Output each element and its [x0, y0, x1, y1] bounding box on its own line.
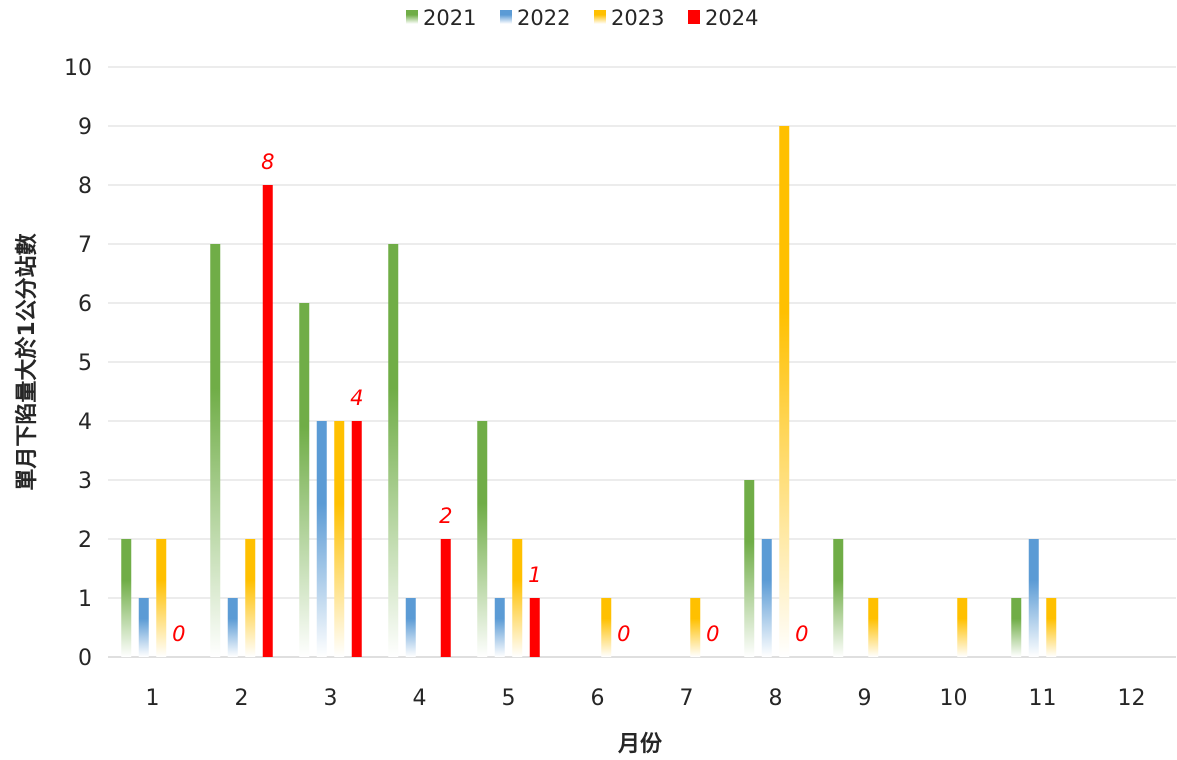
- bar-2022-1: [138, 598, 149, 657]
- x-tick-label: 5: [502, 686, 516, 711]
- y-tick-label: 8: [78, 174, 92, 199]
- gridlines: [108, 66, 1176, 658]
- y-tick-label: 7: [78, 233, 92, 258]
- bar-2022-4: [405, 598, 416, 657]
- bar-2021-4: [388, 244, 399, 657]
- legend-swatch-2021: [406, 10, 418, 24]
- data-label-2024-7: 0: [706, 622, 719, 646]
- bar-2023-6: [601, 598, 612, 657]
- legend-label-2023: 2023: [611, 6, 664, 30]
- y-tick-labels: 0 1 2 3 4 5 6 7 8 9 10: [64, 56, 92, 671]
- legend-swatch-2023: [594, 10, 606, 24]
- data-label-2024-1: 0: [172, 622, 185, 646]
- bar-2023-8: [779, 126, 790, 657]
- data-label-2024-4: 2: [439, 504, 452, 528]
- bar-2023-3: [334, 421, 345, 657]
- y-tick-label: 2: [78, 528, 92, 553]
- legend: 2021 2022 2023 2024: [406, 6, 758, 30]
- legend-label-2024: 2024: [705, 6, 758, 30]
- data-label-2024-6: 0: [617, 622, 630, 646]
- bar-2022-2: [227, 598, 238, 657]
- bar-2023-1: [156, 539, 167, 657]
- x-tick-label: 1: [146, 686, 160, 711]
- bar-2021-11: [1011, 598, 1022, 657]
- y-tick-label: 1: [78, 587, 92, 612]
- x-tick-label: 9: [858, 686, 872, 711]
- y-tick-label: 6: [78, 292, 92, 317]
- legend-label-2021: 2021: [423, 6, 476, 30]
- x-tick-label: 12: [1118, 686, 1146, 711]
- bar-2024-5: [529, 598, 540, 657]
- bar-2023-10: [957, 598, 968, 657]
- bar-2023-9: [868, 598, 879, 657]
- y-tick-label: 5: [78, 351, 92, 376]
- legend-swatch-2022: [500, 10, 512, 24]
- y-tick-label: 10: [64, 56, 92, 81]
- data-label-2024-3: 4: [350, 386, 363, 410]
- x-tick-label: 6: [591, 686, 605, 711]
- legend-label-2022: 2022: [517, 6, 570, 30]
- bar-2021-8: [744, 480, 755, 657]
- bar-2021-3: [299, 303, 310, 657]
- y-tick-label: 0: [78, 646, 92, 671]
- data-label-2024-5: 1: [528, 563, 541, 587]
- x-tick-label: 11: [1029, 686, 1057, 711]
- y-tick-label: 4: [78, 410, 92, 435]
- x-tick-label: 7: [680, 686, 694, 711]
- bar-2023-11: [1046, 598, 1057, 657]
- legend-swatch-2024: [688, 10, 700, 24]
- bar-2022-3: [316, 421, 327, 657]
- bar-2023-5: [512, 539, 523, 657]
- data-labels: 0 8 4 2 1 0 0 0: [172, 150, 808, 646]
- y-tick-label: 9: [78, 115, 92, 140]
- bar-2021-2: [210, 244, 221, 657]
- x-tick-label: 4: [413, 686, 427, 711]
- bars: [121, 126, 1057, 657]
- bar-2024-2: [262, 185, 273, 657]
- y-axis-title: 單月下陷量大於1公分站數: [14, 233, 40, 490]
- x-tick-label: 2: [235, 686, 249, 711]
- bar-2024-3: [351, 421, 362, 657]
- x-tick-label: 3: [324, 686, 338, 711]
- bar-2021-9: [833, 539, 844, 657]
- x-tick-label: 8: [769, 686, 783, 711]
- data-label-2024-8: 0: [795, 622, 808, 646]
- bar-2023-7: [690, 598, 701, 657]
- bar-2021-5: [477, 421, 488, 657]
- x-tick-labels: 1 2 3 4 5 6 7 8 9 10 11 12: [146, 686, 1146, 711]
- bar-2022-5: [494, 598, 505, 657]
- data-label-2024-2: 8: [261, 150, 274, 174]
- bar-2023-2: [245, 539, 256, 657]
- x-tick-label: 10: [940, 686, 968, 711]
- bar-2022-11: [1028, 539, 1039, 657]
- bar-2024-4: [440, 539, 451, 657]
- bar-2021-1: [121, 539, 132, 657]
- bar-2022-8: [761, 539, 772, 657]
- x-axis-title: 月份: [617, 732, 663, 757]
- y-tick-label: 3: [78, 469, 92, 494]
